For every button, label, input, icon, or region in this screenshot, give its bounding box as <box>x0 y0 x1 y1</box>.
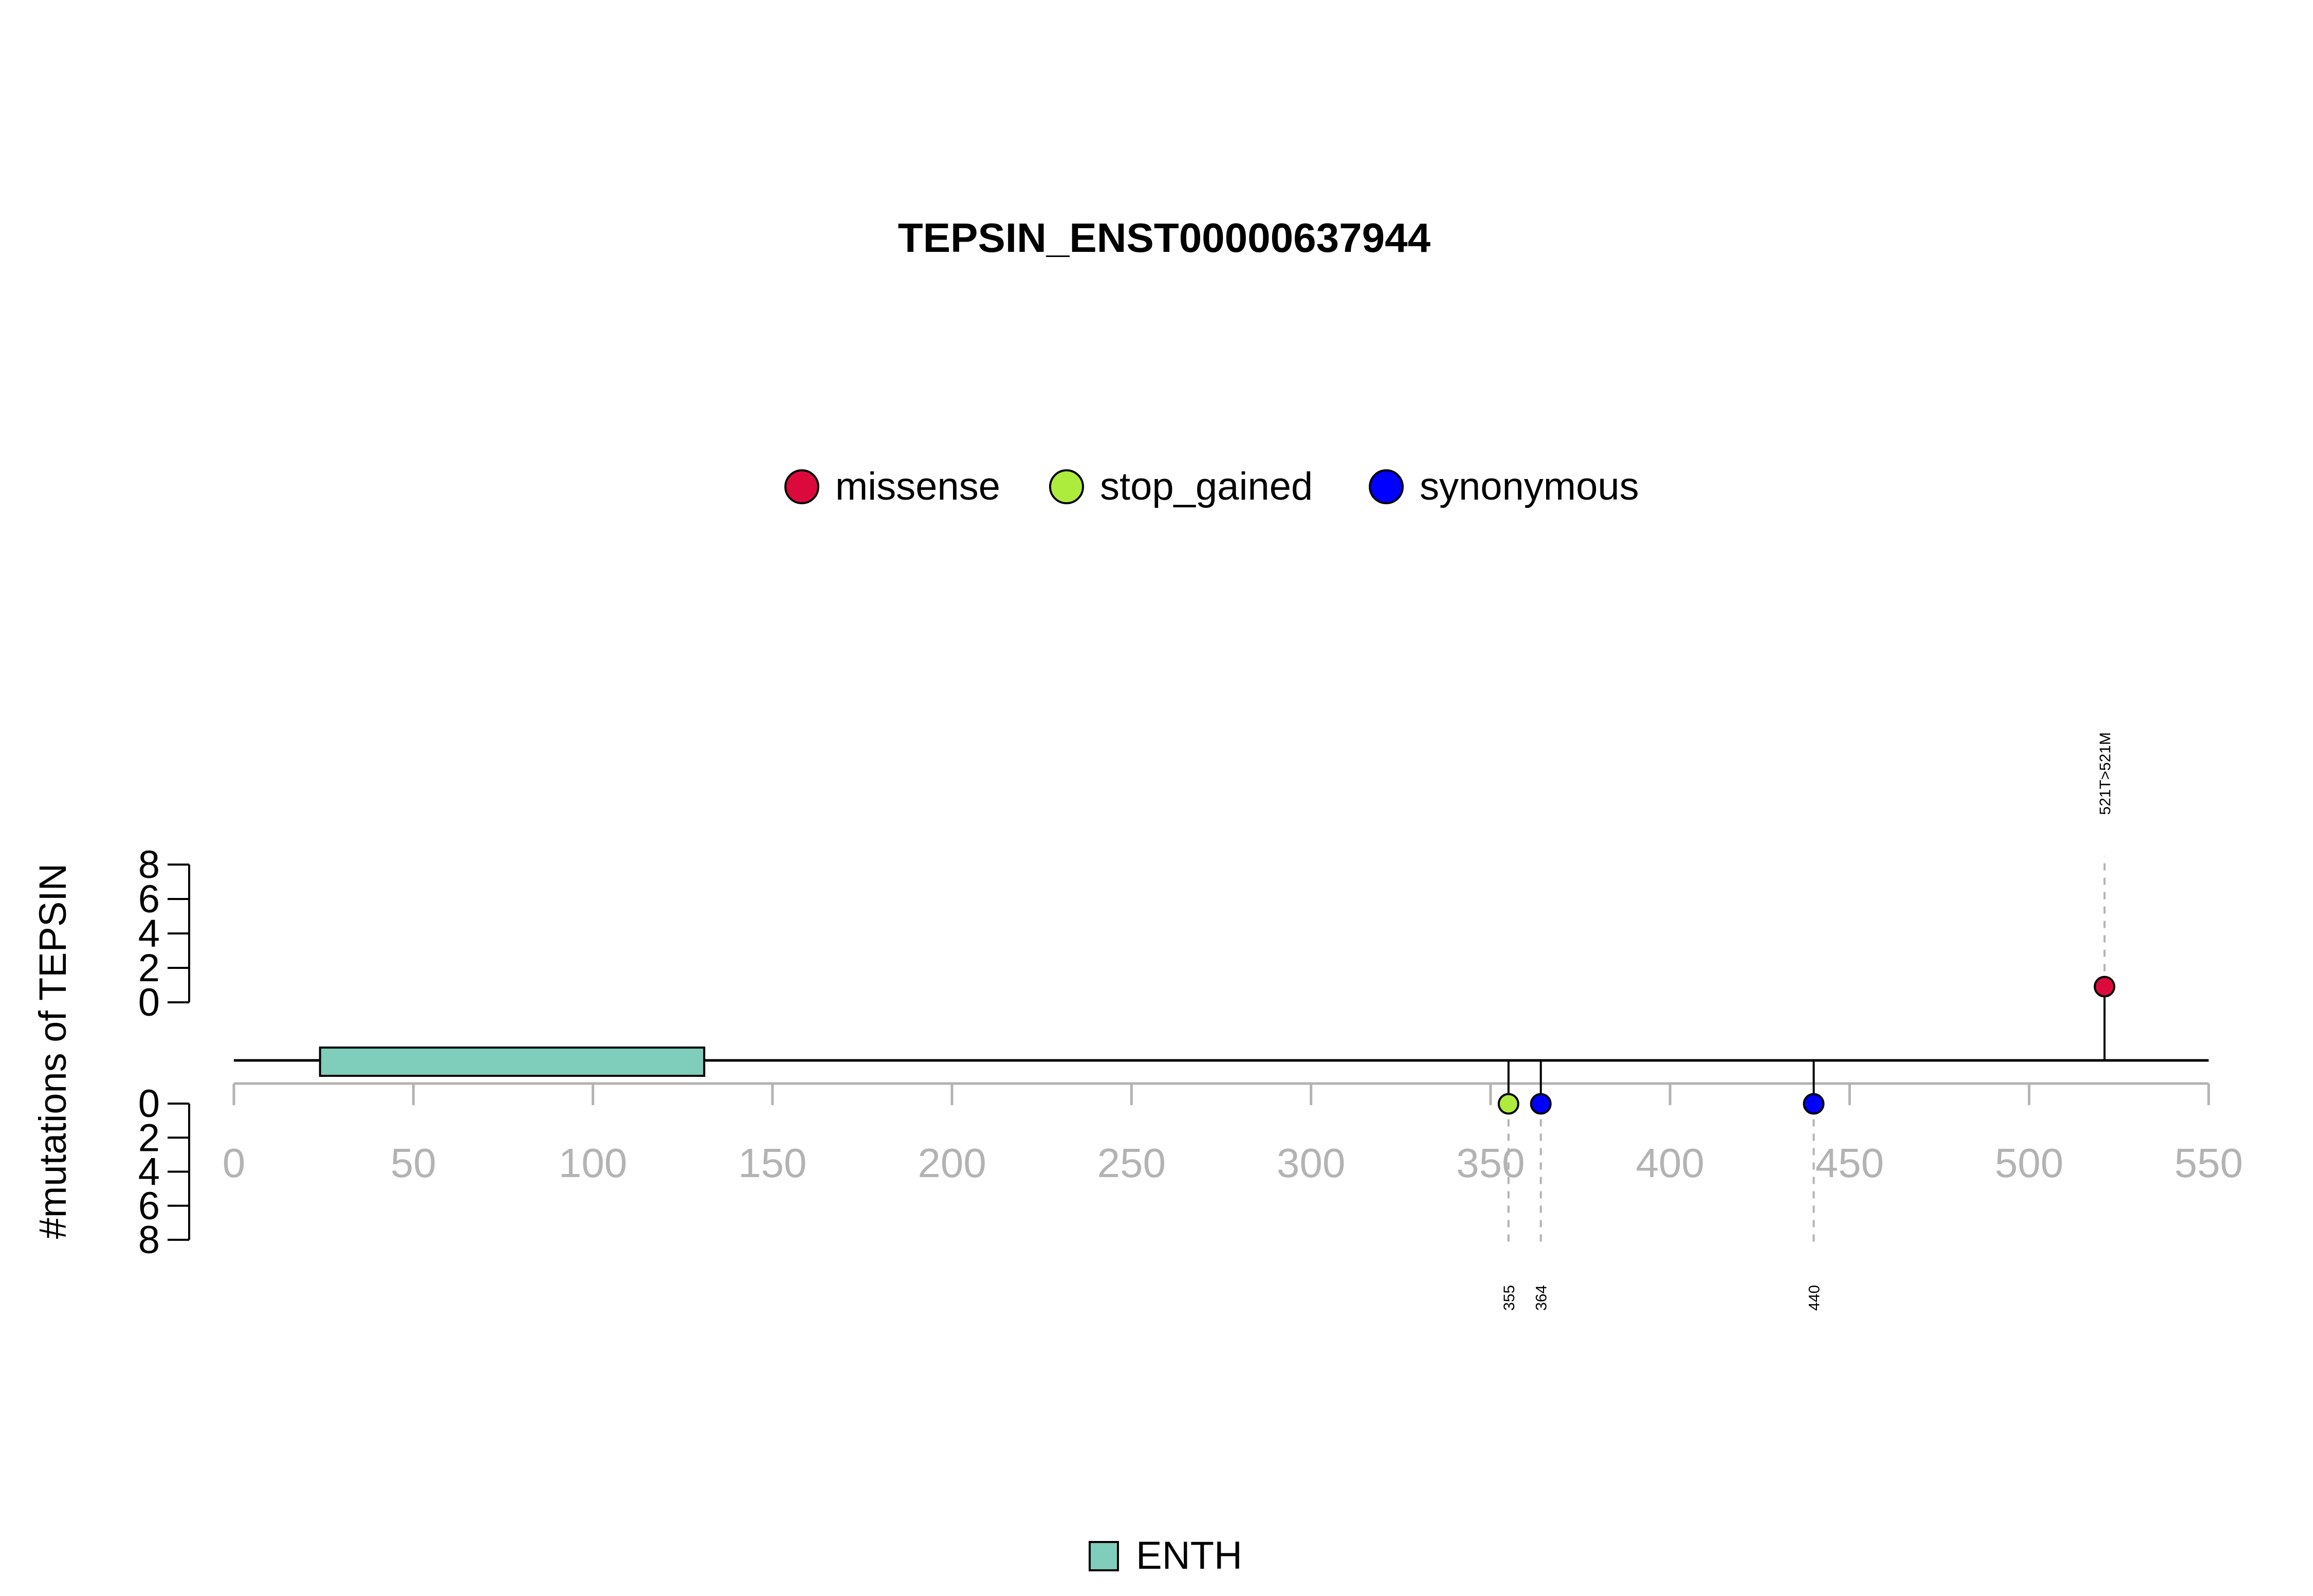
legend-label-stop_gained: stop_gained <box>1100 465 1313 508</box>
y-tick-label-upper-2: 2 <box>138 946 160 990</box>
y-tick-label-lower-6: 6 <box>138 1184 160 1228</box>
x-tick-label-150: 150 <box>738 1140 806 1186</box>
mutation-355-marker <box>1497 1093 1519 1115</box>
mutation-440-marker <box>1803 1093 1825 1115</box>
legend-marker-missense <box>784 469 819 504</box>
domain-legend-label-ENTH: ENTH <box>1136 1534 1242 1577</box>
legend-label-synonymous: synonymous <box>1420 465 1639 508</box>
chart-title: TEPSIN_ENST00000637944 <box>898 215 1431 261</box>
domain-legend: ENTH <box>1089 1534 1242 1577</box>
legend-marker-synonymous <box>1369 469 1404 504</box>
x-tick-label-450: 450 <box>1815 1140 1884 1186</box>
x-tick-label-400: 400 <box>1636 1140 1704 1186</box>
x-tick-label-0: 0 <box>223 1140 246 1186</box>
mutation-364-marker <box>1530 1093 1552 1115</box>
x-tick-label-350: 350 <box>1456 1140 1525 1186</box>
x-tick-label-500: 500 <box>1995 1140 2063 1186</box>
y-tick-label-lower-0: 0 <box>138 1082 160 1126</box>
y-tick-label-upper-0: 0 <box>138 981 160 1024</box>
y-tick-label-upper-6: 6 <box>138 877 160 921</box>
legend-label-missense: missense <box>835 465 1000 508</box>
x-tick-label-200: 200 <box>917 1140 986 1186</box>
x-axis: 0 50 100 150 200 250 300 350 400 450 500 550 <box>223 1082 2243 1186</box>
y-axis-label: #mutations of TEPSIN <box>31 864 74 1239</box>
x-tick-label-250: 250 <box>1097 1140 1166 1186</box>
x-tick-label-100: 100 <box>559 1140 627 1186</box>
x-tick-label-50: 50 <box>391 1140 436 1186</box>
domain-layer <box>319 1047 706 1077</box>
mutation-355-label: 355 <box>1501 1285 1518 1311</box>
mutation-364-label: 364 <box>1533 1285 1550 1311</box>
mutation-type-legend: missense stop_gained synonymous <box>784 465 1639 508</box>
y-tick-label-lower-2: 2 <box>138 1116 160 1160</box>
y-tick-label-upper-8: 8 <box>138 843 160 887</box>
domain-ENTH <box>319 1047 706 1077</box>
x-tick-label-550: 550 <box>2174 1140 2243 1186</box>
legend-marker-stop_gained <box>1049 469 1084 504</box>
x-tick-label-300: 300 <box>1277 1140 1345 1186</box>
y-tick-label-lower-8: 8 <box>138 1218 160 1262</box>
mutation-lollipops: 521T>521M 355 364 440 <box>1497 732 2116 1311</box>
mutation-521-label: 521T>521M <box>2097 732 2114 815</box>
mutation-521-marker <box>2094 976 2116 998</box>
y-tick-label-lower-4: 4 <box>138 1150 160 1194</box>
mutation-440-label: 440 <box>1806 1285 1823 1311</box>
domain-legend-marker-ENTH <box>1089 1541 1119 1571</box>
y-tick-label-upper-4: 4 <box>138 912 160 956</box>
